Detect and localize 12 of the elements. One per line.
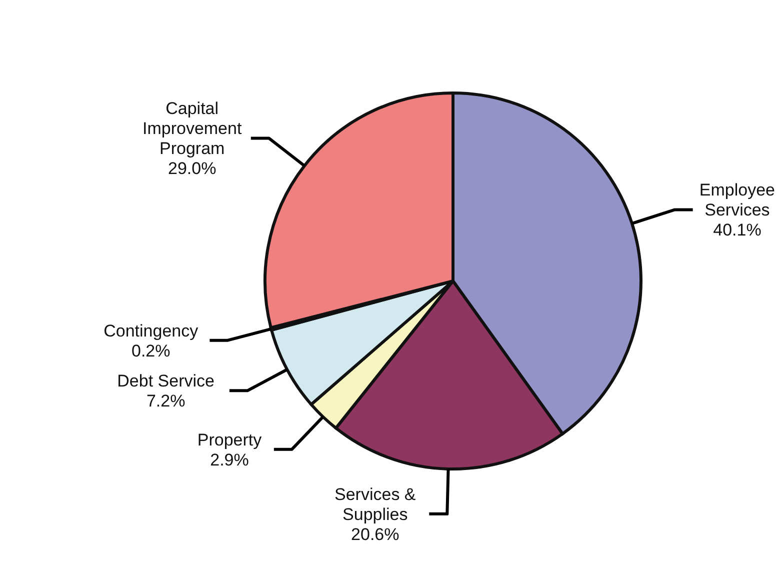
slice-label: Contingency bbox=[104, 321, 199, 340]
data-label: 29.0% bbox=[168, 159, 216, 178]
data-label: 7.2% bbox=[146, 392, 186, 411]
data-label: 40.1% bbox=[713, 220, 762, 240]
slice-label: Property bbox=[197, 430, 262, 450]
data-label: 20.6% bbox=[351, 524, 400, 544]
data-label: 0.2% bbox=[132, 341, 170, 360]
slice-label: Debt Service bbox=[117, 372, 214, 391]
data-label: 2.9% bbox=[210, 450, 249, 470]
slice-label: Employee Services bbox=[699, 180, 776, 220]
slice-label: Capital Improvement Program bbox=[142, 99, 242, 158]
slice-label: Services & Supplies bbox=[334, 484, 416, 524]
